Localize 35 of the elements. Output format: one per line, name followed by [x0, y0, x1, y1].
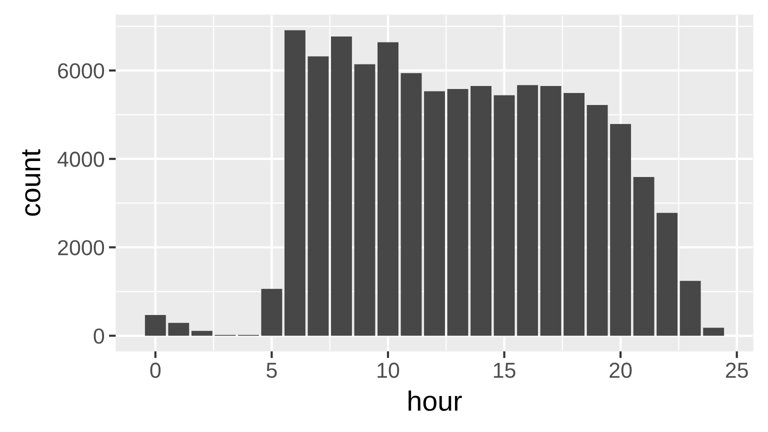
bar: [540, 86, 562, 336]
x-tick-label: 15: [494, 362, 516, 378]
bar: [470, 86, 492, 336]
x-tick-label: 0: [150, 362, 161, 378]
bar: [378, 42, 398, 336]
bar: [517, 85, 538, 336]
bar: [610, 124, 632, 336]
bar: [400, 73, 422, 336]
x-tick-label: 20: [610, 362, 632, 378]
x-tick-label: 25: [726, 362, 748, 378]
bar: [703, 328, 724, 336]
bar: [308, 56, 329, 336]
y-tick-label: 0: [94, 328, 104, 344]
bar: [144, 314, 166, 336]
bar: [284, 30, 306, 336]
bar: [633, 177, 654, 336]
bar: [168, 322, 190, 336]
y-tick-label: 6000: [58, 63, 104, 78]
bar: [447, 89, 468, 336]
y-tick-label: 4000: [57, 152, 104, 167]
bar: [424, 91, 445, 336]
x-tick-label: 5: [266, 362, 277, 378]
bar: [261, 288, 282, 336]
y-axis-title: count: [22, 149, 40, 216]
bar: [331, 36, 352, 336]
bar: [494, 95, 515, 336]
bar: [564, 93, 585, 336]
x-tick-label: 10: [378, 362, 400, 378]
y-tick-label: 2000: [58, 240, 104, 256]
bar: [191, 330, 212, 336]
bar: [586, 104, 608, 336]
bar: [656, 212, 678, 336]
bar: [680, 280, 701, 336]
bar: [354, 64, 376, 336]
x-axis-title: hour: [408, 390, 462, 411]
